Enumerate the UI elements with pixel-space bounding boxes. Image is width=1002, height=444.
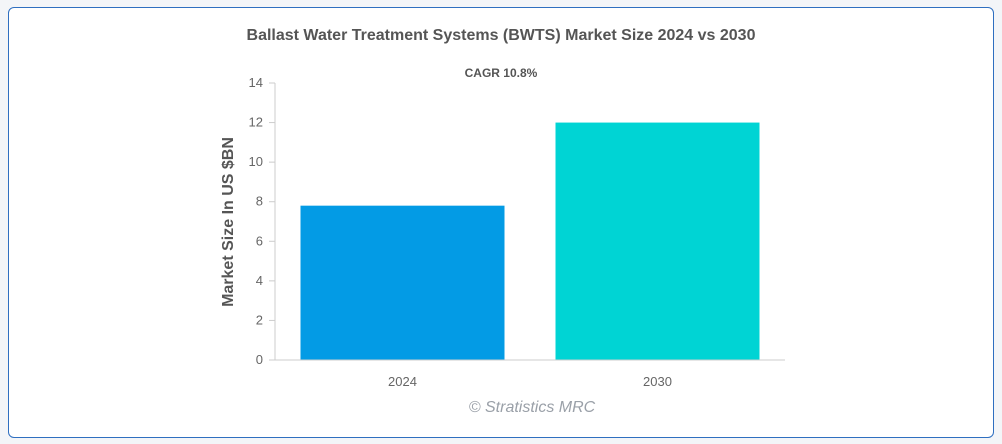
- y-tick-label: 14: [249, 75, 263, 90]
- y-tick-label: 2: [256, 312, 263, 327]
- watermark: © Stratistics MRC: [468, 399, 596, 416]
- y-tick-label: 6: [256, 233, 263, 248]
- y-tick-label: 0: [256, 352, 263, 367]
- cagr-subtitle: CAGR 10.8%: [464, 66, 538, 80]
- y-tick-label: 4: [256, 273, 263, 288]
- x-tick-label: 2024: [388, 374, 417, 389]
- y-tick-label: 12: [249, 115, 263, 130]
- x-tick-label: 2030: [643, 374, 672, 389]
- bar-2030: [555, 122, 760, 360]
- y-tick-label: 10: [249, 154, 263, 169]
- bar-2024: [300, 205, 505, 360]
- y-tick-label: 8: [256, 194, 263, 209]
- chart-title: Ballast Water Treatment Systems (BWTS) M…: [246, 27, 756, 44]
